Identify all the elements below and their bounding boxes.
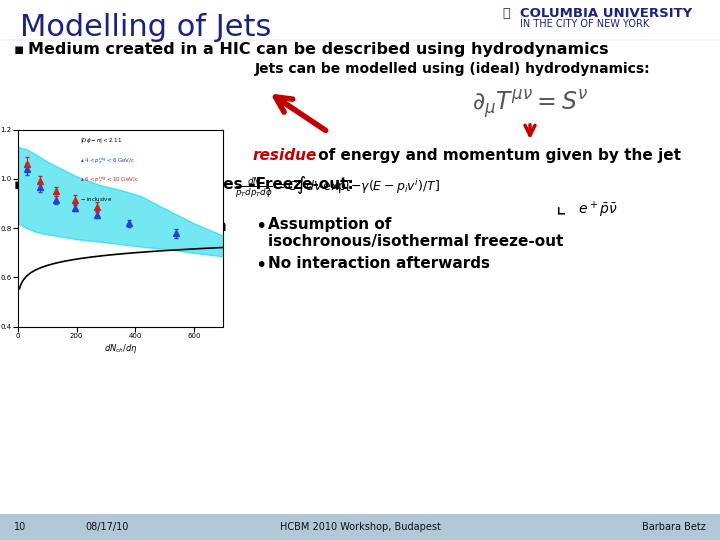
Text: Medium created in a HIC can be described using hydrodynamics: Medium created in a HIC can be described… bbox=[28, 42, 608, 57]
Text: Modelling of Jets: Modelling of Jets bbox=[20, 13, 271, 42]
Text: $\frac{dN}{p_T dp_T d\phi} = C \int dV \exp[-\gamma(E - p_i v^i)/T]$: $\frac{dN}{p_T dp_T d\phi} = C \int dV \… bbox=[235, 175, 440, 200]
Text: •: • bbox=[255, 217, 266, 236]
Text: $|D\phi-\pi| < 2.11$: $|D\phi-\pi| < 2.11$ bbox=[79, 136, 122, 145]
Text: ▪: ▪ bbox=[14, 177, 24, 192]
Text: $\blacktriangle$ $6<p_T^{trig}<10$ GeV/c: $\blacktriangle$ $6<p_T^{trig}<10$ GeV/c bbox=[79, 175, 138, 186]
Text: No interaction afterwards: No interaction afterwards bbox=[268, 256, 490, 271]
Text: $\partial_\mu T^{\mu\nu} = S^\nu$: $\partial_\mu T^{\mu\nu} = S^\nu$ bbox=[472, 89, 588, 122]
Text: HCBM 2010 Workshop, Budapest: HCBM 2010 Workshop, Budapest bbox=[279, 522, 441, 532]
Text: Barbara Betz: Barbara Betz bbox=[642, 522, 706, 532]
Text: Conversion into particles –Freeze-out:: Conversion into particles –Freeze-out: bbox=[28, 177, 354, 192]
Text: $-$ inclusive: $-$ inclusive bbox=[79, 194, 112, 202]
Text: $e^+\bar{p}\bar{\nu}$: $e^+\bar{p}\bar{\nu}$ bbox=[578, 200, 618, 220]
Text: IN THE CITY OF NEW YORK: IN THE CITY OF NEW YORK bbox=[520, 19, 649, 29]
Text: STAR, Phys. Rev. Lett. 95, 152301 (2005): STAR, Phys. Rev. Lett. 95, 152301 (2005) bbox=[20, 172, 176, 181]
Text: 08/17/10: 08/17/10 bbox=[85, 522, 128, 532]
Text: Jets can be modelled using (ideal) hydrodynamics:: Jets can be modelled using (ideal) hydro… bbox=[255, 62, 651, 76]
Text: $\blacktriangle$ $4<p_T^{trig}<6$ GeV/c: $\blacktriangle$ $4<p_T^{trig}<6$ GeV/c bbox=[79, 155, 135, 167]
Text: $\llcorner$: $\llcorner$ bbox=[555, 197, 566, 217]
Bar bbox=[0, 514, 720, 540]
Text: residue: residue bbox=[253, 148, 318, 163]
Text: 👑: 👑 bbox=[502, 7, 510, 20]
X-axis label: $dN_{ch}/d\eta$: $dN_{ch}/d\eta$ bbox=[104, 342, 138, 355]
Text: Assumption of
isochronous/isothermal freeze-out: Assumption of isochronous/isothermal fre… bbox=[268, 217, 563, 249]
Text: ▪: ▪ bbox=[14, 42, 24, 57]
Text: •: • bbox=[255, 256, 266, 275]
Text: mainly flow driven: mainly flow driven bbox=[68, 219, 227, 233]
Text: 10: 10 bbox=[14, 522, 26, 532]
Text: COLUMBIA UNIVERSITY: COLUMBIA UNIVERSITY bbox=[520, 7, 692, 20]
Text: of energy and momentum given by the jet: of energy and momentum given by the jet bbox=[313, 148, 681, 163]
